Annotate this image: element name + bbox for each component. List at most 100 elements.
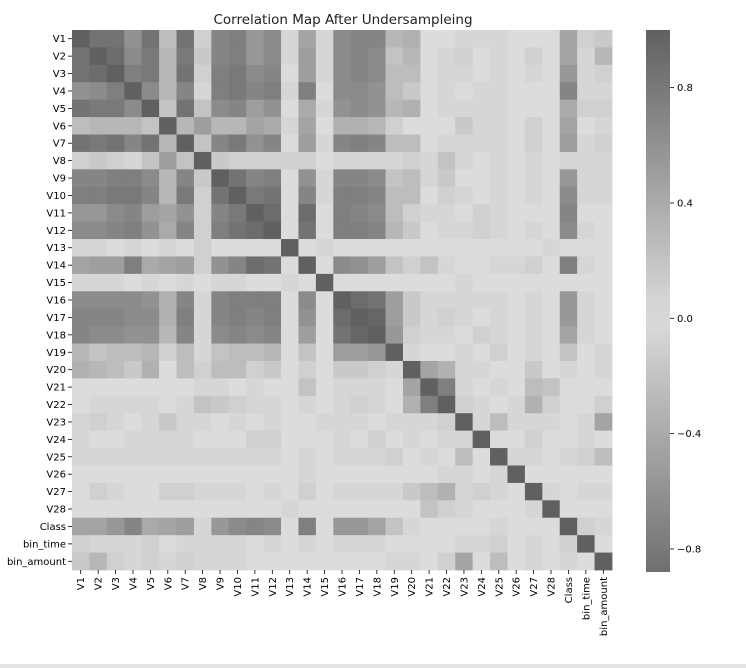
heatmap-cell-V15-V3 (106, 273, 125, 292)
heatmap-cell-V25-V6 (159, 448, 177, 466)
heatmap-cell-V14-V16 (333, 256, 352, 275)
heatmap-cell-V9-V10 (228, 169, 247, 188)
heatmap-cell-V7-V1 (72, 134, 90, 153)
heatmap-cell-V26-V2 (89, 465, 108, 484)
heatmap-cell-V14-V1 (72, 256, 90, 275)
heatmap-cell-V17-V23 (455, 308, 474, 327)
heatmap-cell-V24-V23 (455, 430, 474, 449)
heatmap-cell-V21-V22 (437, 378, 456, 397)
y-tick-label: V4 (53, 86, 66, 97)
y-axis-ticks: V1 V2 V3 V4 V5 V6 V7 V8 V9 V10 V11 V12 V13 V14 V15 V16 V… (7, 34, 72, 568)
heatmap-cell-V11-V24 (472, 204, 491, 223)
heatmap-cell-V2-V14 (298, 47, 317, 66)
heatmap-cell-V1-V28 (542, 30, 561, 48)
heatmap-cell-V3-V28 (542, 64, 561, 83)
heatmap-cell-V23-V21 (420, 413, 439, 432)
heatmap-cell-V4-V7 (176, 82, 195, 101)
heatmap-cell-V21-V7 (176, 378, 195, 397)
heatmap-cell-V14-V18 (368, 256, 386, 275)
heatmap-cell-V21-V11 (246, 378, 265, 397)
heatmap-cell-V2-V26 (507, 47, 526, 66)
heatmap-cell-V18-V23 (455, 326, 474, 344)
heatmap-cell-V16-V18 (368, 291, 386, 310)
heatmap-cell-V28-V5 (141, 500, 160, 519)
heatmap-cell-V13-V1 (72, 239, 90, 257)
heatmap-cell-V9-V27 (524, 169, 543, 188)
heatmap-cell-V4-V6 (159, 82, 177, 101)
heatmap-cell-V16-bin_time (577, 291, 595, 310)
heatmap-cell-V18-V10 (228, 326, 247, 344)
heatmap-cell-V26-V24 (472, 465, 491, 484)
heatmap-cell-V4-V20 (402, 82, 421, 101)
heatmap-cell-V10-bin_time (577, 186, 595, 205)
heatmap-cell-V22-V24 (472, 395, 491, 414)
heatmap-cell-V14-V3 (106, 256, 125, 275)
heatmap-cell-V27-V20 (402, 482, 421, 501)
x-tick-label: V9 (216, 577, 227, 590)
heatmap-cell-V9-V17 (350, 169, 369, 188)
heatmap-cell-V2-V20 (402, 47, 421, 66)
heatmap-cell-V11-Class (559, 204, 578, 223)
heatmap-cell-V18-V20 (402, 326, 421, 344)
heatmap-cell-V28-V13 (281, 500, 299, 519)
heatmap-cell-V6-V6 (159, 117, 177, 135)
heatmap-cell-V12-V20 (402, 221, 421, 240)
heatmap-cell-V13-V15 (315, 239, 334, 257)
heatmap-cell-V16-Class (559, 291, 578, 310)
heatmap-cell-V26-V7 (176, 465, 195, 484)
heatmap-cell-V6-V12 (263, 117, 282, 135)
heatmap-cell-V28-Class (559, 500, 578, 519)
heatmap-cell-V13-V19 (385, 239, 404, 257)
heatmap-cell-V19-V2 (89, 343, 108, 362)
heatmap-cell-V4-V27 (524, 82, 543, 101)
x-tick-label: Class (564, 577, 575, 603)
heatmap-cell-V9-bin_amount (594, 169, 613, 188)
heatmap-cell-Class-V14 (298, 517, 317, 536)
x-tick-label: bin_time (581, 577, 592, 620)
heatmap-cell-V27-bin_amount (594, 482, 613, 501)
heatmap-cell-V25-V10 (228, 448, 247, 466)
heatmap-cell-V25-V22 (437, 448, 456, 466)
heatmap-cell-V23-V17 (350, 413, 369, 432)
heatmap-cell-V4-V3 (106, 82, 125, 101)
heatmap-cell-V19-V6 (159, 343, 177, 362)
heatmap-cell-V8-V27 (524, 151, 543, 170)
heatmap-cell-V28-V20 (402, 500, 421, 519)
heatmap-cell-V25-V8 (193, 448, 212, 466)
heatmap-cell-V12-V19 (385, 221, 404, 240)
heatmap-cell-V9-V5 (141, 169, 160, 188)
heatmap-cell-V22-V5 (141, 395, 160, 414)
heatmap-cell-bin_amount-bin_amount (594, 552, 613, 571)
heatmap-cell-V10-V18 (368, 186, 386, 205)
heatmap-cell-V9-bin_time (577, 169, 595, 188)
heatmap-cell-V8-V11 (246, 151, 265, 170)
heatmap-cell-V8-V20 (402, 151, 421, 170)
heatmap-cell-V23-V5 (141, 413, 160, 432)
heatmap-cell-V11-V23 (455, 204, 474, 223)
heatmap-cell-V13-V28 (542, 239, 561, 257)
heatmap-cell-V1-Class (559, 30, 578, 48)
heatmap-cell-Class-V26 (507, 517, 526, 536)
heatmap-cell-V2-V2 (89, 47, 108, 66)
heatmap-cell-V16-V24 (472, 291, 491, 310)
heatmap-cell-V23-V2 (89, 413, 108, 432)
colorbar-tick-label: 0.4 (677, 198, 693, 209)
heatmap-cell-V1-V9 (211, 30, 230, 48)
heatmap-cell-bin_amount-V26 (507, 552, 526, 571)
heatmap-cell-V14-V14 (298, 256, 317, 275)
heatmap-cell-V25-V12 (263, 448, 282, 466)
heatmap-cell-V25-V7 (176, 448, 195, 466)
x-tick-label: V19 (390, 577, 401, 597)
heatmap-cell-V13-V16 (333, 239, 352, 257)
heatmap-cell-V18-V5 (141, 326, 160, 344)
heatmap-cell-Class-V23 (455, 517, 474, 536)
x-tick-label: V14 (303, 577, 314, 597)
heatmap-cell-V13-V6 (159, 239, 177, 257)
heatmap-cell-Class-V8 (193, 517, 212, 536)
heatmap-cell-V12-V17 (350, 221, 369, 240)
heatmap-cell-V19-V25 (490, 343, 508, 362)
heatmap-cell-V12-V10 (228, 221, 247, 240)
heatmap-cell-V27-V14 (298, 482, 317, 501)
heatmap-cell-V13-V18 (368, 239, 386, 257)
heatmap-cell-bin_amount-V22 (437, 552, 456, 571)
